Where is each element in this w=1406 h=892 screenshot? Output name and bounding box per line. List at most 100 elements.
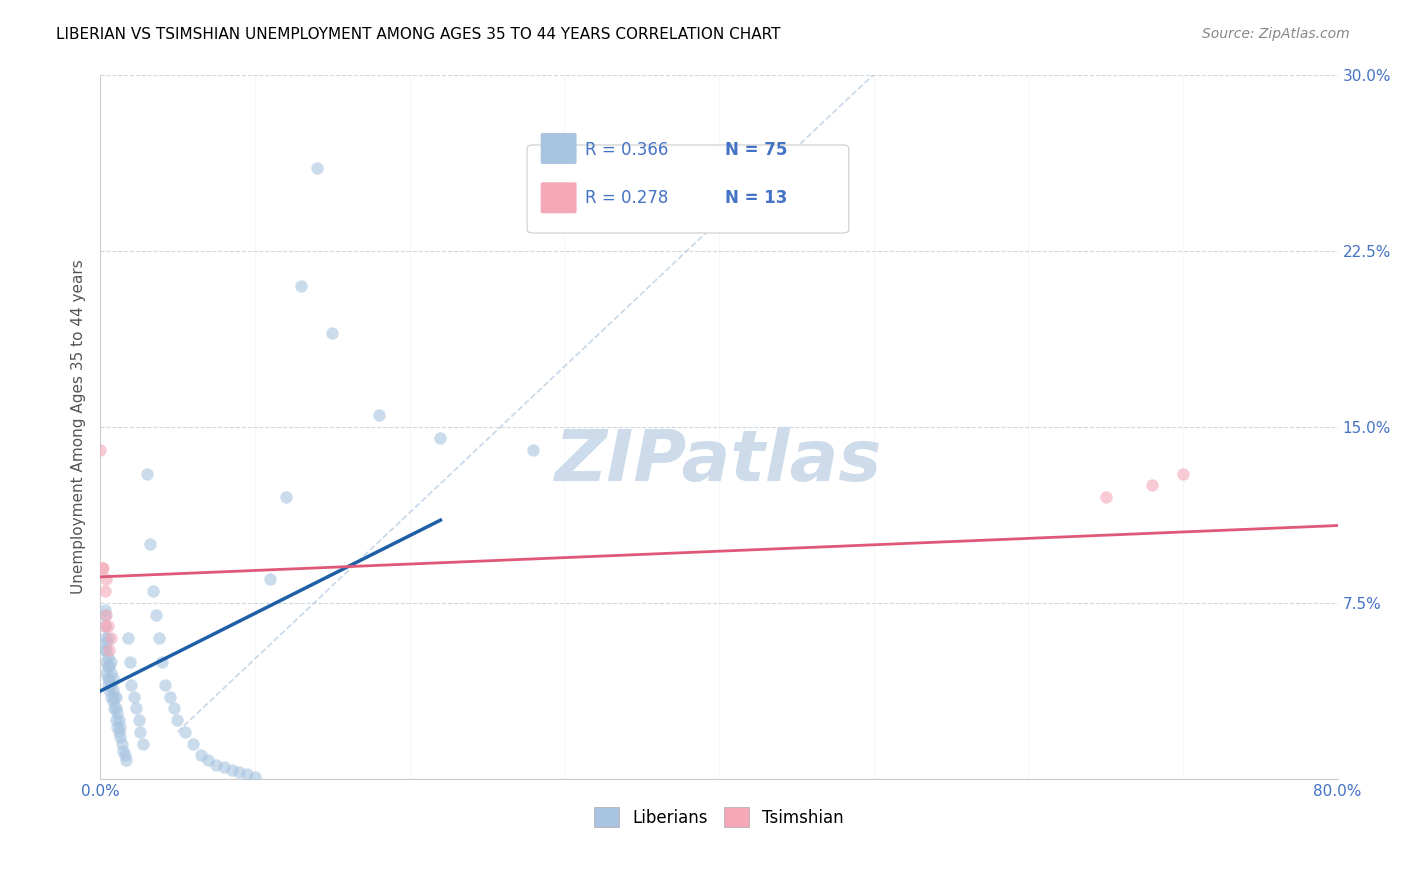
Point [159,690,181,704]
Point [100,655,122,669]
Point [97,631,120,645]
Point [274,490,297,504]
Point [259,572,281,586]
Point [212,760,235,774]
Point [228,764,250,779]
Point [236,767,259,781]
Text: Source: ZipAtlas.com: Source: ZipAtlas.com [1202,27,1350,41]
Point [107,725,129,739]
Point [148,631,170,645]
Point [321,326,343,340]
Point [197,753,219,767]
Point [97,619,120,633]
Y-axis label: Unemployment Among Ages 35 to 44 years: Unemployment Among Ages 35 to 44 years [72,260,86,594]
Point [98,673,121,688]
Point [135,467,157,481]
Point [1140,478,1163,492]
Point [97,678,120,692]
Point [132,737,155,751]
Point [104,701,127,715]
Point [305,161,328,176]
Point [111,737,134,751]
Point [96,666,118,681]
Point [367,408,389,422]
Point [138,537,160,551]
Point [100,678,122,692]
Text: R = 0.278: R = 0.278 [585,189,669,207]
Point [96,607,118,622]
Point [94,584,117,599]
Point [1171,467,1194,481]
FancyBboxPatch shape [527,145,849,233]
Point [115,753,138,767]
Point [181,737,204,751]
Point [96,636,118,650]
Point [150,655,173,669]
Point [105,720,128,734]
Point [94,603,117,617]
Point [96,642,118,657]
Point [104,690,127,704]
Point [166,713,188,727]
Point [98,642,121,657]
Legend: Liberians, Tsimshian: Liberians, Tsimshian [586,800,851,834]
Point [101,682,124,697]
Point [1094,490,1116,504]
Point [142,584,165,599]
Point [221,763,243,777]
Point [91,560,114,574]
Point [118,655,141,669]
Point [98,659,121,673]
Point [97,659,120,673]
Point [105,706,128,721]
Text: ZIPatlas: ZIPatlas [555,427,883,497]
Text: LIBERIAN VS TSIMSHIAN UNEMPLOYMENT AMONG AGES 35 TO 44 YEARS CORRELATION CHART: LIBERIAN VS TSIMSHIAN UNEMPLOYMENT AMONG… [56,27,780,42]
Point [97,649,120,664]
Point [100,631,122,645]
Point [90,560,112,574]
Point [120,678,142,692]
Point [89,443,111,458]
Point [94,619,117,633]
Text: N = 75: N = 75 [725,141,787,159]
Point [100,690,122,704]
Point [163,701,186,715]
Point [129,725,152,739]
Point [103,690,125,704]
Point [96,572,118,586]
Point [122,690,145,704]
Point [94,607,117,622]
Point [290,278,312,293]
Point [107,713,129,727]
Point [104,713,127,727]
Point [174,725,197,739]
Point [153,678,176,692]
Point [429,432,451,446]
Point [103,701,125,715]
Point [117,631,139,645]
Point [112,744,135,758]
Point [125,701,148,715]
FancyBboxPatch shape [541,182,576,213]
Point [94,631,117,645]
Point [101,694,124,708]
Point [190,748,212,763]
Point [522,443,544,458]
FancyBboxPatch shape [541,133,576,164]
Point [114,748,136,763]
Point [205,757,228,772]
Point [110,730,132,744]
Point [94,619,117,633]
Text: R = 0.366: R = 0.366 [585,141,669,159]
Point [96,655,118,669]
Point [100,666,122,681]
Text: N = 13: N = 13 [725,189,787,207]
Point [97,671,120,685]
Point [128,713,150,727]
Point [243,770,266,784]
Point [98,682,121,697]
Point [101,671,124,685]
Point [110,720,132,734]
Point [145,607,167,622]
Point [94,642,117,657]
